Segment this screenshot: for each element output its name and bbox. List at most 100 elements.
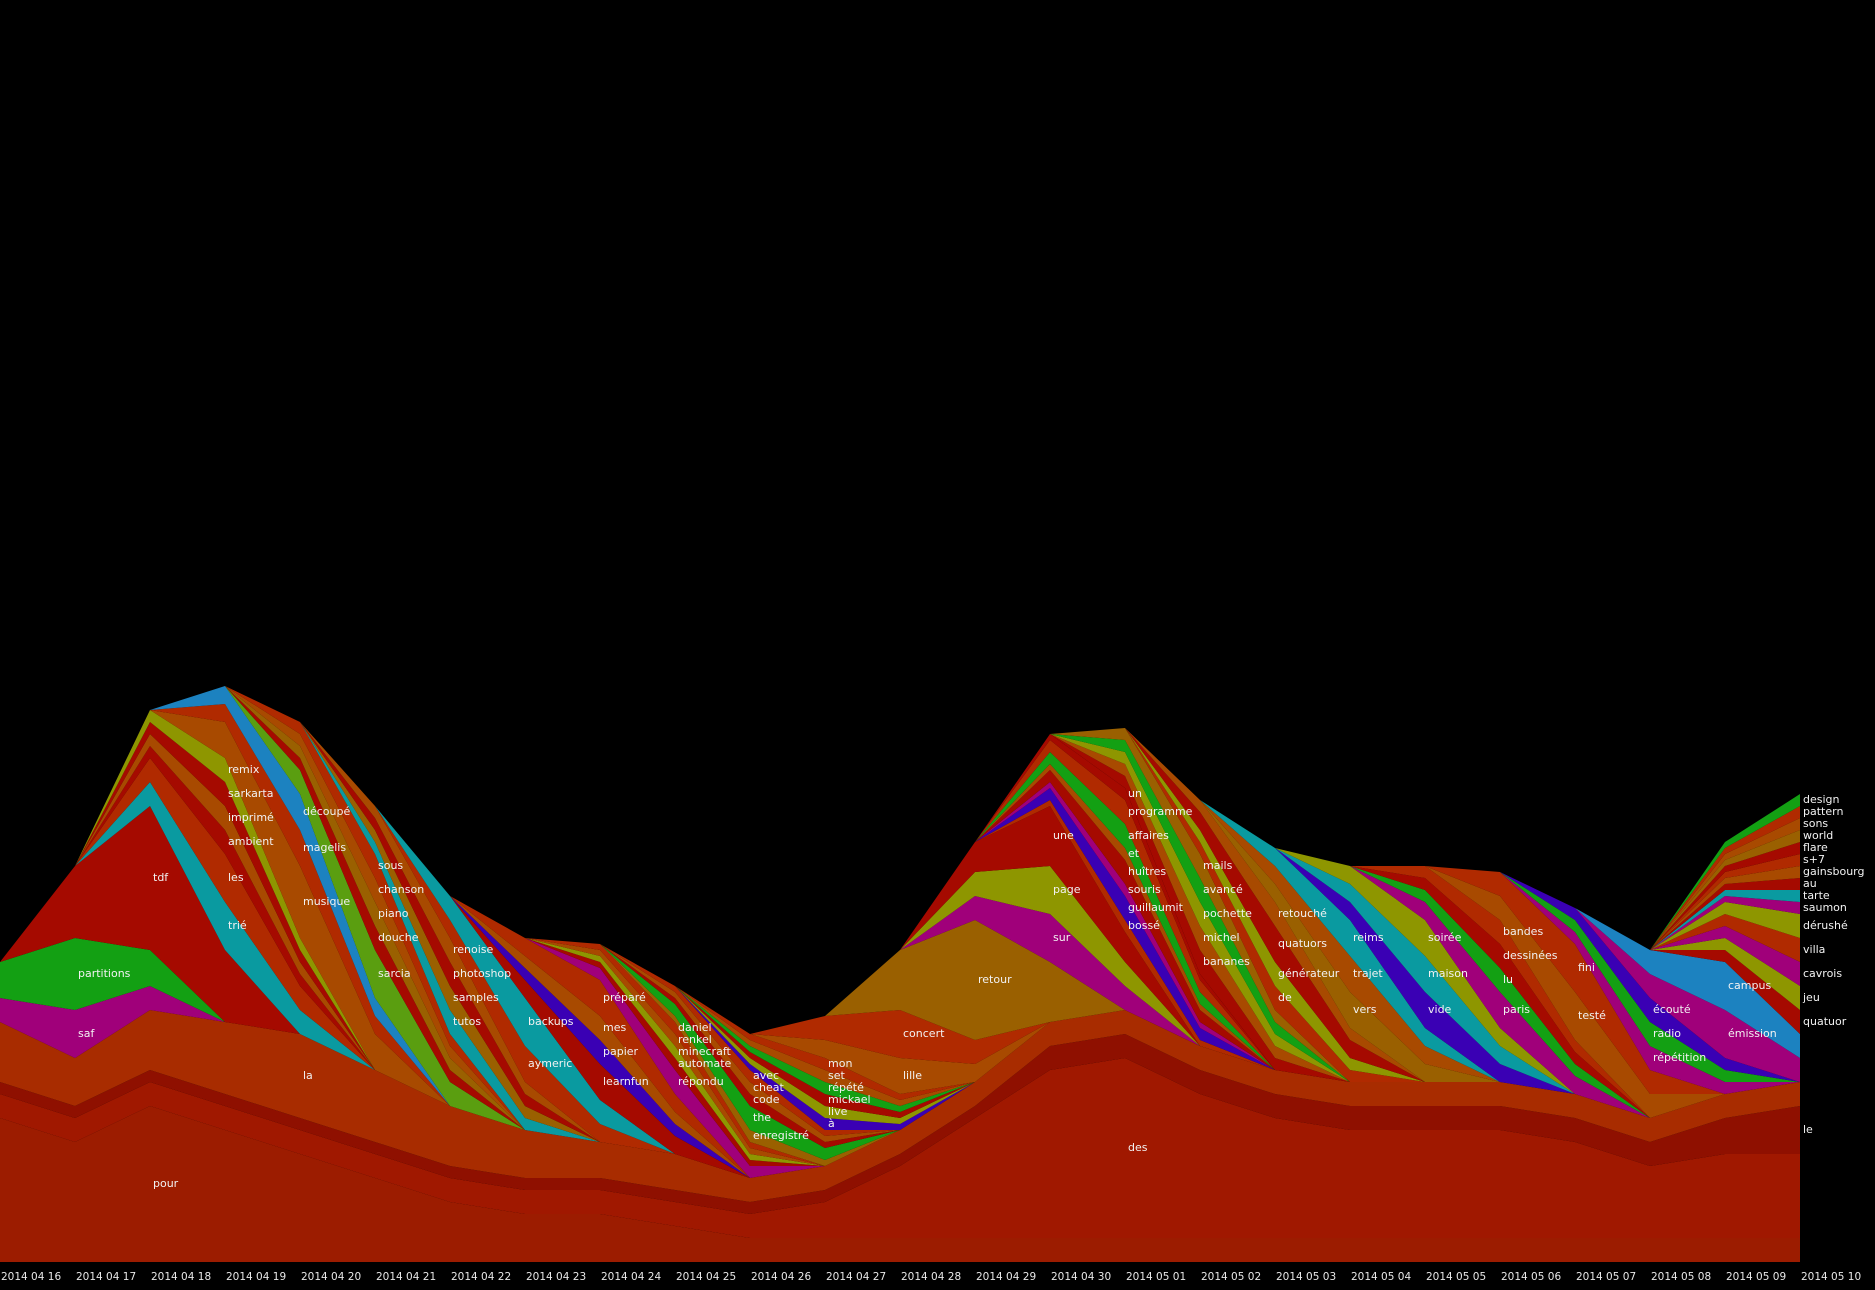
word-label: pochette: [1203, 907, 1252, 920]
word-label: avec: [753, 1069, 779, 1082]
word-label: samples: [453, 991, 499, 1004]
word-label: enregistré: [753, 1129, 809, 1142]
x-tick-label: 2014 04 28: [901, 1271, 961, 1283]
x-tick-label: 2014 05 10: [1801, 1271, 1861, 1283]
word-label: paris: [1503, 1003, 1530, 1016]
x-tick-label: 2014 04 23: [526, 1271, 586, 1283]
word-label: soirée: [1428, 931, 1462, 944]
word-label: learnfun: [603, 1075, 649, 1088]
word-label: bossé: [1128, 919, 1160, 932]
x-tick-label: 2014 04 18: [151, 1271, 211, 1283]
word-label: guillaumit: [1128, 901, 1184, 914]
word-label: design: [1803, 793, 1840, 806]
stream-layer: [0, 746, 1800, 1178]
stream-layer: [0, 758, 1800, 1178]
stream-layer: [0, 1058, 1800, 1238]
word-label: tutos: [453, 1015, 481, 1028]
word-label: campus: [1728, 979, 1771, 992]
stream-layer: [0, 686, 1800, 1118]
word-label: émission: [1728, 1027, 1777, 1040]
word-label: un: [1128, 787, 1142, 800]
x-tick-label: 2014 05 04: [1351, 1271, 1411, 1283]
word-label: magelis: [303, 841, 346, 854]
word-label: sarcia: [378, 967, 411, 980]
word-label: radio: [1653, 1027, 1681, 1040]
word-label: live: [828, 1105, 848, 1118]
x-tick-label: 2014 04 27: [826, 1271, 886, 1283]
word-label: sarkarta: [228, 787, 274, 800]
word-label: renkel: [678, 1033, 712, 1046]
x-tick-label: 2014 04 22: [451, 1271, 511, 1283]
word-label: remix: [228, 763, 260, 776]
word-label: partitions: [78, 967, 131, 980]
word-label: vers: [1353, 1003, 1377, 1016]
stream-layer: [0, 1034, 1800, 1214]
word-label: affaires: [1128, 829, 1169, 842]
word-label: lu: [1503, 973, 1513, 986]
word-label: gainsbourg: [1803, 865, 1864, 878]
word-label: bananes: [1203, 955, 1250, 968]
word-label: page: [1053, 883, 1081, 896]
word-label: retouché: [1278, 907, 1327, 920]
x-tick-label: 2014 04 20: [301, 1271, 361, 1283]
word-label: code: [753, 1093, 780, 1106]
stream-layer: [0, 686, 1800, 1094]
word-label: la: [303, 1069, 313, 1082]
word-label: huîtres: [1128, 865, 1166, 878]
x-tick-label: 2014 05 09: [1726, 1271, 1786, 1283]
word-label: imprimé: [228, 811, 274, 824]
word-label: s+7: [1803, 853, 1825, 866]
word-label: papier: [603, 1045, 639, 1058]
word-label: bandes: [1503, 925, 1543, 938]
word-label: découpé: [303, 805, 350, 818]
word-label: mickael: [828, 1093, 871, 1106]
stream-layer: [0, 686, 1800, 1178]
word-label: world: [1803, 829, 1833, 842]
word-label: avancé: [1203, 883, 1243, 896]
word-label: cavrois: [1803, 967, 1842, 980]
word-label: pattern: [1803, 805, 1843, 818]
word-label: et: [1128, 847, 1140, 860]
word-label: jeu: [1802, 991, 1820, 1004]
x-tick-label: 2014 04 19: [226, 1271, 286, 1283]
word-label: michel: [1203, 931, 1240, 944]
word-label: aymeric: [528, 1057, 572, 1070]
x-tick-label: 2014 04 17: [76, 1271, 136, 1283]
word-label: musique: [303, 895, 350, 908]
x-tick-label: 2014 04 24: [601, 1271, 661, 1283]
word-label: répondu: [678, 1075, 724, 1088]
word-label: tdf: [153, 871, 169, 884]
stream-layer: [0, 686, 1800, 1118]
word-label: trié: [228, 919, 247, 932]
word-label: une: [1053, 829, 1074, 842]
word-label: daniel: [678, 1021, 712, 1034]
word-label: tarte: [1803, 889, 1830, 902]
word-label: de: [1278, 991, 1292, 1004]
stream-layer: [0, 686, 1800, 1178]
word-label: renoise: [453, 943, 494, 956]
labels: pour des le la saf partitions tdf trié les ambien…: [78, 763, 1864, 1190]
stream-layer: [0, 986, 1800, 1178]
stream-layer: [0, 1010, 1800, 1202]
word-label: à: [828, 1117, 835, 1130]
word-label: minecraft: [678, 1045, 732, 1058]
x-tick-label: 2014 05 03: [1276, 1271, 1336, 1283]
word-label: quatuor: [1803, 1015, 1847, 1028]
word-label: au: [1803, 877, 1817, 890]
word-label: backups: [528, 1015, 574, 1028]
x-tick-label: 2014 04 16: [1, 1271, 61, 1283]
word-label: sous: [378, 859, 403, 872]
word-label: programme: [1128, 805, 1193, 818]
word-label: chanson: [378, 883, 424, 896]
word-label: testé: [1578, 1009, 1606, 1022]
x-tick-label: 2014 05 02: [1201, 1271, 1261, 1283]
word-label: maison: [1428, 967, 1468, 980]
x-tick-label: 2014 05 01: [1126, 1271, 1186, 1283]
word-label: vide: [1428, 1003, 1452, 1016]
word-label: les: [228, 871, 244, 884]
word-label: retour: [978, 973, 1012, 986]
word-label: répété: [828, 1081, 864, 1094]
x-tick-label: 2014 04 21: [376, 1271, 436, 1283]
